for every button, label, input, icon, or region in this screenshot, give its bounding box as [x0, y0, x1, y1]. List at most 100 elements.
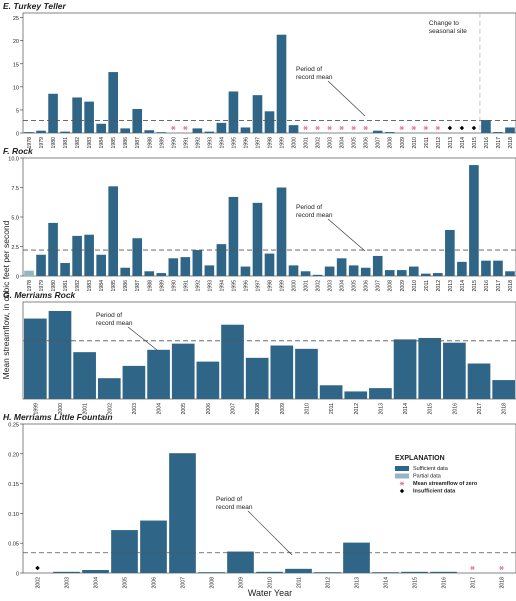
x-tick-label: 2015: [428, 403, 434, 415]
bar-2012: [433, 273, 443, 276]
bar-2011: [319, 385, 343, 399]
x-tick-label: 1978: [27, 137, 33, 149]
bar-2013: [369, 388, 392, 399]
seasonal-label-line2: seasonal site: [429, 28, 467, 35]
bar-2016: [481, 260, 491, 276]
y-tick-label: 5.0: [11, 216, 19, 222]
x-tick-label: 2005: [181, 403, 187, 415]
x-tick-label: 2007: [376, 280, 382, 292]
x-tick-label: 2002: [316, 280, 322, 292]
panel-title: G. Merriams Rock: [3, 290, 77, 300]
bar-1984: [96, 254, 106, 276]
zero-flow-marker: [499, 565, 504, 571]
mean-label-line1: Period of: [296, 66, 322, 73]
insufficient-data-marker: [35, 565, 40, 571]
bar-1992: [192, 250, 203, 276]
x-tick-label: 2012: [436, 137, 442, 149]
zero-flow-marker: [303, 125, 308, 131]
x-tick-label: 2014: [460, 137, 466, 149]
bar-1995: [228, 91, 239, 133]
bar-2006: [196, 361, 220, 399]
x-tick-label: 2008: [388, 137, 394, 149]
bar-2005: [111, 530, 138, 573]
bar-1998: [264, 111, 275, 133]
bar-1988: [144, 271, 155, 276]
x-tick-label: 2006: [152, 577, 158, 589]
x-tick-label: 2005: [352, 137, 358, 149]
x-tick-label: 2002: [316, 137, 322, 149]
mean-label-leader: [247, 510, 293, 556]
x-tick-label: 1988: [147, 137, 153, 149]
zero-flow-marker: [339, 125, 344, 131]
x-tick-label: 2015: [472, 137, 478, 149]
x-tick-label: 2013: [355, 577, 361, 589]
x-tick-label: 1989: [159, 280, 165, 292]
y-tick-label: 0: [16, 572, 19, 578]
bar-2008: [384, 132, 395, 133]
bar-1999: [23, 318, 47, 399]
x-tick-label: 1986: [123, 137, 129, 149]
x-tick-label: 2001: [83, 403, 89, 415]
insufficient-data-marker: [447, 125, 453, 131]
bar-1981: [60, 263, 70, 276]
x-tick-label: 2016: [484, 137, 490, 149]
bar-1981: [60, 131, 70, 133]
zero-flow-marker: [470, 565, 475, 571]
bar-2011: [421, 273, 431, 276]
x-tick-label: 2004: [94, 577, 100, 589]
x-tick-label: 2014: [460, 280, 466, 292]
y-tick-label: 25: [13, 16, 19, 22]
x-tick-label: 1997: [255, 137, 261, 149]
x-tick-label: 2011: [329, 403, 335, 414]
bar-2014: [457, 261, 467, 276]
x-tick-label: 1984: [99, 137, 105, 149]
bar-2017: [493, 260, 503, 276]
bar-1997: [252, 202, 263, 276]
panel-title: E. Turkey Teller: [3, 1, 67, 11]
bar-1980: [48, 93, 58, 133]
bar-2010: [256, 571, 283, 573]
y-tick-label: 10: [13, 85, 19, 91]
x-tick-label: 1994: [219, 137, 225, 149]
x-tick-label: 1995: [231, 137, 237, 149]
bar-2007: [372, 255, 383, 276]
x-tick-label: 2003: [65, 577, 71, 589]
bar-2008: [198, 572, 225, 573]
x-tick-label: 2006: [364, 137, 370, 149]
zero-flow-marker: [351, 125, 356, 131]
x-tick-label: 1987: [135, 280, 141, 292]
panel-3: G. Merriams Rock 1999 2000 2001 2002 2003 2004…: [3, 290, 516, 415]
bar-1988: [144, 130, 155, 133]
bar-1987: [132, 109, 143, 133]
y-tick-label: 0.10: [8, 512, 19, 518]
x-tick-label: 2009: [400, 280, 406, 292]
bar-1995: [228, 196, 239, 276]
x-tick-label: 1981: [63, 280, 69, 292]
x-tick-label: 1980: [51, 280, 57, 292]
bar-2005: [348, 265, 359, 276]
bar-2008: [245, 357, 269, 399]
bar-1982: [72, 235, 82, 276]
y-tick-label: 2.5: [11, 245, 19, 251]
bar-2014: [393, 339, 417, 399]
legend-title: EXPLANATION: [395, 455, 445, 462]
bar-2000: [48, 310, 72, 399]
y-tick-label: 0.25: [8, 423, 19, 429]
bar-2010: [295, 348, 318, 399]
bar-2018: [505, 127, 515, 133]
bar-1993: [204, 131, 215, 133]
bar-2008: [384, 270, 395, 276]
x-tick-label: 2017: [496, 137, 502, 149]
bar-1997: [252, 95, 263, 133]
x-tick-label: 2009: [239, 577, 245, 589]
x-tick-label: 2010: [412, 280, 418, 292]
panel-title: F. Rock: [3, 146, 34, 156]
bar-2012: [314, 572, 341, 573]
bar-1985: [108, 186, 118, 276]
y-tick-label: 0: [16, 275, 19, 281]
x-tick-label: 1990: [171, 280, 177, 292]
x-tick-label: 2012: [354, 403, 360, 415]
x-tick-label: 2010: [268, 577, 274, 589]
bar-1989: [156, 273, 167, 276]
bar-2010: [408, 266, 419, 276]
